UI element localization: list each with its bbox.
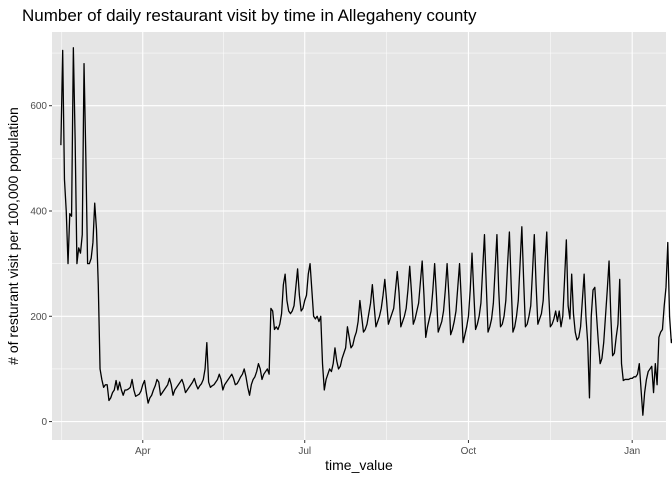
y-tick-label: 600 bbox=[30, 101, 47, 112]
minor-gridlines bbox=[52, 32, 666, 440]
x-tick-label: Jul bbox=[298, 446, 311, 457]
y-tick-label: 0 bbox=[41, 417, 47, 428]
x-tick-label: Oct bbox=[461, 446, 477, 457]
y-tick-label: 400 bbox=[30, 206, 47, 217]
plot-panel bbox=[52, 32, 666, 440]
major-gridlines bbox=[52, 32, 666, 440]
y-tick-label: 200 bbox=[30, 312, 47, 323]
x-tick-label: Jan bbox=[624, 446, 640, 457]
chart-title: Number of daily restaurant visit by time… bbox=[22, 6, 477, 25]
y-axis-title: # of resturant visit per 100,000 populat… bbox=[5, 107, 21, 365]
y-axis: 0 200 400 600 bbox=[30, 101, 52, 428]
x-axis: Apr Jul Oct Jan bbox=[135, 440, 640, 457]
x-tick-label: Apr bbox=[135, 446, 151, 457]
x-axis-title: time_value bbox=[325, 457, 393, 473]
series-line bbox=[60, 47, 672, 416]
